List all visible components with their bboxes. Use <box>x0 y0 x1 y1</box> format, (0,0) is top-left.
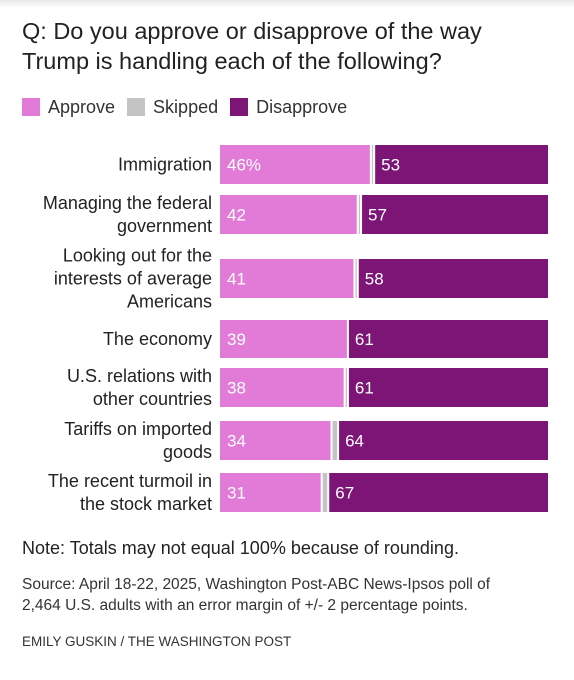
data-label-approve: 34 <box>227 432 246 451</box>
legend-item-skipped: Skipped <box>127 97 218 118</box>
segment-separator <box>320 473 323 512</box>
bar-skipped <box>344 368 348 407</box>
category-label: other countries <box>93 389 212 409</box>
chart-note: Note: Totals may not equal 100% because … <box>22 538 459 558</box>
legend-swatch-approve <box>22 98 40 116</box>
category-label: Managing the federal <box>43 193 212 213</box>
data-label-disapprove: 57 <box>368 206 387 225</box>
segment-separator <box>356 195 359 234</box>
bar-disapprove <box>347 320 548 358</box>
segment-separator <box>343 368 346 407</box>
data-label-approve: 42 <box>227 206 246 225</box>
title-line-1: Q: Do you approve or disapprove of the w… <box>22 18 482 44</box>
segment-separator <box>353 259 356 298</box>
source-line-2: 2,464 U.S. adults with an error margin o… <box>22 597 468 614</box>
bar-disapprove <box>338 421 548 460</box>
data-label-disapprove: 53 <box>381 156 400 175</box>
segment-separator <box>373 145 376 184</box>
bar-approve <box>220 368 345 407</box>
legend-label-skipped: Skipped <box>153 96 219 117</box>
bar-disapprove <box>374 145 548 184</box>
source-line-1: Source: April 18-22, 2025, Washington Po… <box>22 576 491 593</box>
data-label-disapprove: 61 <box>355 330 374 349</box>
category-label: The recent turmoil in <box>48 471 212 491</box>
chart-legend: Approve Skipped Disapprove <box>22 95 359 119</box>
category-label: government <box>117 216 212 236</box>
segment-separator <box>346 368 349 407</box>
data-label-disapprove: 64 <box>345 432 364 451</box>
bar-approve <box>220 145 371 184</box>
data-label-approve: 31 <box>227 484 246 503</box>
data-label-approve: 39 <box>227 330 246 349</box>
data-label-approve: 41 <box>227 270 246 289</box>
category-label: U.S. relations with <box>67 366 212 386</box>
legend-label-approve: Approve <box>48 96 116 117</box>
data-label-disapprove: 58 <box>365 270 384 289</box>
chart-title: Q: Do you approve or disapprove of the w… <box>22 16 552 76</box>
category-label: goods <box>163 442 212 462</box>
category-label: interests of average <box>54 269 212 289</box>
bar-approve <box>220 320 348 358</box>
segment-separator <box>360 195 363 234</box>
chart-credit: EMILY GUSKIN / THE WASHINGTON POST <box>22 634 292 649</box>
category-label: Americans <box>127 292 212 312</box>
bar-skipped <box>331 421 339 460</box>
category-label: the stock market <box>80 494 212 514</box>
legend-label-disapprove: Disapprove <box>256 96 348 117</box>
bar-disapprove <box>328 473 548 512</box>
segment-separator <box>346 320 349 358</box>
segment-separator <box>327 473 330 512</box>
data-label-approve: 46% <box>227 156 261 175</box>
top-border <box>0 0 574 8</box>
data-label-disapprove: 67 <box>335 484 354 503</box>
bar-disapprove <box>361 195 548 234</box>
chart-source: Source: April 18-22, 2025, Washington Po… <box>22 574 562 616</box>
category-label: The economy <box>103 329 212 349</box>
bar-skipped <box>321 473 329 512</box>
legend-swatch-disapprove <box>230 98 249 116</box>
segment-separator <box>369 145 372 184</box>
category-label: Immigration <box>118 155 212 175</box>
bar-skipped <box>354 259 358 298</box>
category-label: Tariffs on imported <box>64 419 212 439</box>
bar-approve <box>220 421 332 460</box>
data-label-disapprove: 61 <box>355 379 374 398</box>
segment-separator <box>356 259 359 298</box>
bar-skipped <box>357 195 362 234</box>
bar-approve <box>220 195 358 234</box>
bar-skipped <box>370 145 375 184</box>
legend-swatch-skipped <box>127 98 146 116</box>
category-label: Looking out for the <box>63 246 212 266</box>
legend-item-approve: Approve <box>22 97 115 118</box>
bar-disapprove <box>357 259 548 298</box>
bar-approve <box>220 259 355 298</box>
bar-approve <box>220 473 322 512</box>
segment-separator <box>330 421 333 460</box>
bar-disapprove <box>347 368 548 407</box>
title-line-2: Trump is handling each of the following? <box>22 48 442 74</box>
segment-separator <box>337 421 340 460</box>
legend-item-disapprove: Disapprove <box>230 97 347 118</box>
data-label-approve: 38 <box>227 379 246 398</box>
